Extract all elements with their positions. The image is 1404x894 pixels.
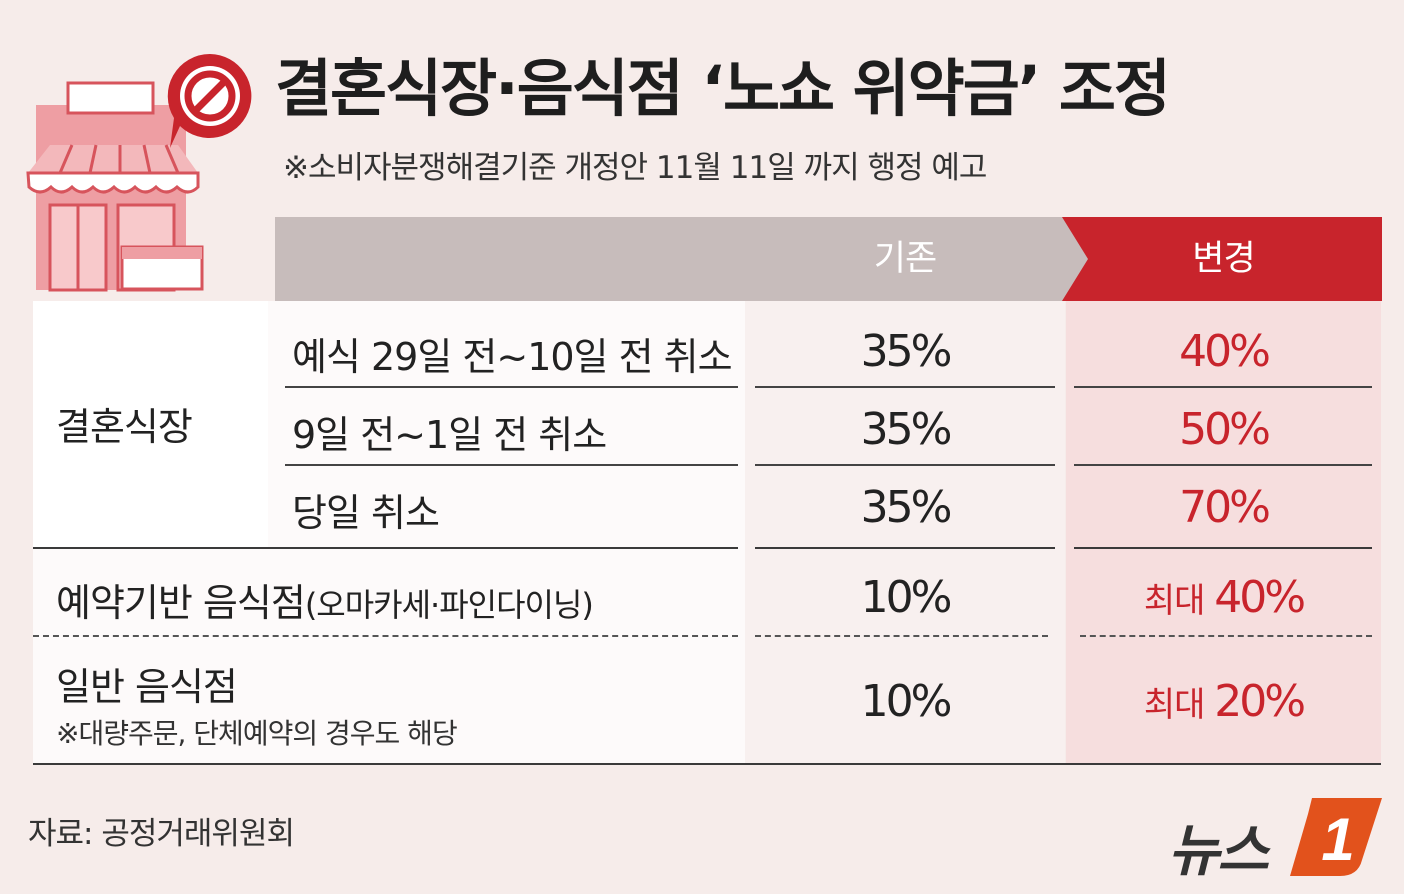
source-credit: 자료: 공정거래위원회	[28, 816, 295, 852]
wedding-row-1-condition: 예식 29일 전~10일 전 취소	[292, 335, 733, 379]
reservation-after: 최대 40%	[1066, 572, 1381, 623]
wedding-row-header-bg	[33, 301, 268, 548]
wedding-row-3-before: 35%	[860, 482, 953, 533]
divider	[33, 547, 738, 549]
wedding-row-3-after: 70%	[1179, 482, 1271, 533]
divider	[1074, 464, 1372, 466]
store-icon	[26, 81, 204, 292]
wedding-row-2-before: 35%	[860, 404, 953, 455]
dashed-divider	[33, 635, 738, 637]
divider	[285, 464, 738, 466]
header-before-bar	[275, 217, 1091, 301]
divider	[285, 386, 738, 388]
divider	[755, 547, 1055, 549]
wedding-row-1-before: 35%	[860, 326, 953, 377]
reservation-label-paren: (오마카세·파인다이닝)	[304, 586, 594, 624]
subtitle-note: ※소비자분쟁해결기준 개정안 11월 11일 까지 행정 예고	[283, 150, 987, 186]
reservation-label-main: 예약기반 음식점	[56, 581, 306, 625]
dashed-divider	[755, 635, 1048, 637]
logo-mark: 1	[1290, 798, 1382, 876]
table-bottom-rule	[33, 763, 1381, 765]
general-before: 10%	[860, 676, 953, 727]
divider	[755, 386, 1055, 388]
logo-wordmark: 뉴스	[1168, 819, 1269, 884]
no-entry-icon	[167, 53, 252, 148]
divider	[1074, 547, 1372, 549]
wedding-row-2-condition: 9일 전~1일 전 취소	[292, 413, 607, 457]
general-after: 최대 20%	[1066, 676, 1381, 727]
wedding-label: 결혼식장	[56, 405, 193, 449]
general-label: 일반 음식점	[56, 665, 238, 709]
header-before-label: 기존	[873, 239, 937, 279]
header-after-bar	[1062, 217, 1382, 301]
reservation-after-value: 40%	[1214, 572, 1306, 623]
divider	[1074, 386, 1372, 388]
column-after-bg	[1066, 301, 1381, 765]
column-before-bg	[745, 301, 1065, 765]
wedding-row-3-condition: 당일 취소	[292, 491, 440, 535]
dashed-divider	[1080, 635, 1372, 637]
reservation-before: 10%	[860, 572, 953, 623]
general-after-prefix: 최대	[1143, 685, 1215, 725]
header-after-label: 변경	[1192, 239, 1255, 279]
wedding-row-1-after: 40%	[1179, 326, 1271, 377]
divider	[755, 464, 1055, 466]
logo-mark-digit: 1	[1321, 806, 1354, 873]
reservation-label: 예약기반 음식점(오마카세·파인다이닝)	[56, 572, 594, 627]
reservation-after-prefix: 최대	[1143, 581, 1215, 621]
general-note: ※대량주문, 단체예약의 경우도 해당	[56, 717, 458, 750]
wedding-row-2-after: 50%	[1179, 404, 1271, 455]
page-title: 결혼식장·음식점 ‘노쇼 위약금’ 조정	[275, 52, 1171, 125]
general-after-value: 20%	[1214, 676, 1306, 727]
